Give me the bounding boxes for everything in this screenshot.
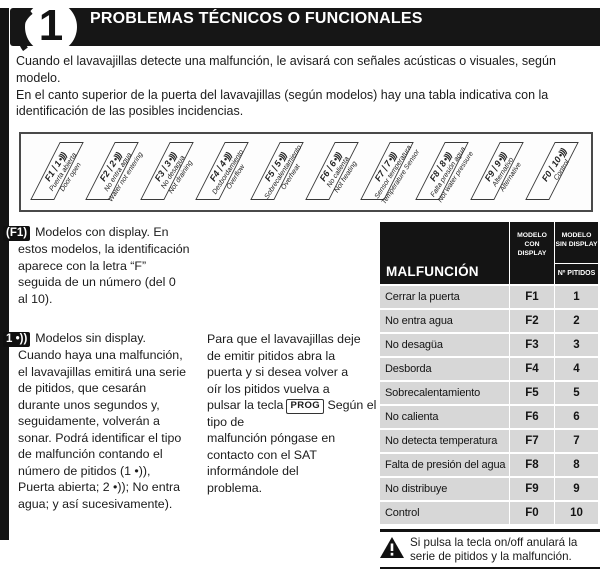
fault-code-strip: F11•))) Puerta abierta Door open F22•)))… bbox=[19, 132, 593, 212]
note-text: Modelos sin display. Cuando haya una mal… bbox=[18, 331, 187, 511]
page-title: PROBLEMAS TÉCNICOS O FUNCIONALES bbox=[90, 10, 423, 27]
fault-tab-f4: F44•))) Desbordamiento Overflow bbox=[195, 141, 251, 203]
note-text: Modelos con display. En estos modelos, l… bbox=[18, 225, 190, 306]
header-malfuncion: MALFUNCIÓN bbox=[380, 222, 509, 284]
table-row: Sobrecalentamiento F5 5 bbox=[380, 382, 598, 404]
warning-note: Si pulsa la tecla on/off anulará la seri… bbox=[380, 529, 600, 565]
table-header: MALFUNCIÓN MODELO CON DISPLAY MODELO SIN… bbox=[380, 222, 598, 284]
warning-bottom-rule bbox=[380, 567, 600, 569]
fault-tab-f8: F88•))) Falta presión agua Not water pre… bbox=[415, 141, 475, 204]
beep-count-badge: 1 •)) bbox=[3, 332, 31, 347]
header-num-pitidos: Nº PITIDOS bbox=[555, 264, 598, 284]
fault-tab-f2: F22•))) No entra agua Water not entering bbox=[85, 141, 144, 203]
display-code-badge: (F1) bbox=[3, 226, 31, 241]
fault-tab-f6: F66•))) No calienta Not heating bbox=[305, 141, 361, 203]
header-modelo-sin-display: MODELO SIN DISPLAY bbox=[555, 222, 598, 263]
table-row: Desborda F4 4 bbox=[380, 358, 598, 380]
header-modelo-con-display: MODELO CON DISPLAY bbox=[510, 222, 554, 284]
fault-tab-f9: F99•))) Alternativo Alternative bbox=[470, 141, 526, 203]
intro-paragraph-2: En el canto superior de la puerta del la… bbox=[16, 87, 549, 119]
fault-tab-f3: F33•))) No desagua Not draining bbox=[140, 141, 196, 203]
table-row: No detecta temperatura F7 7 bbox=[380, 430, 598, 452]
fault-tab-f1: F11•))) Puerta abierta Door open bbox=[30, 141, 86, 203]
fault-tab-f0: F010•))) Control bbox=[525, 141, 581, 203]
table-row: Control F0 10 bbox=[380, 502, 598, 524]
table-row: No entra agua F2 2 bbox=[380, 310, 598, 332]
intro-text: Cuando el lavavajillas detecte una malfu… bbox=[16, 53, 600, 120]
section-number-circle: 1 bbox=[25, 1, 77, 53]
note-text-before-key: Para que el lavavajillas deje de emitir … bbox=[207, 332, 361, 412]
warning-triangle-icon bbox=[380, 537, 404, 558]
table-row: No distribuye F9 9 bbox=[380, 478, 598, 500]
intro-paragraph-1: Cuando el lavavajillas detecte una malfu… bbox=[16, 54, 556, 85]
prog-key: PROG bbox=[286, 399, 325, 414]
table-row: No calienta F6 6 bbox=[380, 406, 598, 428]
fault-tab-f5: F55•))) Sobrecalentamiento Overheat bbox=[250, 141, 306, 203]
malfunction-table: MALFUNCIÓN MODELO CON DISPLAY MODELO SIN… bbox=[380, 222, 598, 524]
fault-tab-f7: F77•))) Sensor temperatura Temperature S… bbox=[360, 141, 421, 205]
section-number: 1 bbox=[38, 1, 64, 50]
note-text-after-key: Según el tipo de malfunción póngase en c… bbox=[207, 398, 377, 495]
note-models-without-display: 1 •)) Modelos sin display. Cuando haya un… bbox=[3, 330, 206, 512]
warning-text: Si pulsa la tecla on/off anulará la seri… bbox=[410, 536, 578, 564]
section-header-bar bbox=[10, 8, 600, 46]
note-stop-beeps: Para que el lavavajillas deje de emitir … bbox=[207, 331, 379, 496]
page-edge-bar bbox=[0, 8, 9, 540]
table-row: No desagüa F3 3 bbox=[380, 334, 598, 356]
note-models-with-display: (F1) Modelos con display. En estos modelo… bbox=[3, 224, 206, 307]
table-row: Falta de presión del agua F8 8 bbox=[380, 454, 598, 476]
table-row: Cerrar la puerta F1 1 bbox=[380, 286, 598, 308]
